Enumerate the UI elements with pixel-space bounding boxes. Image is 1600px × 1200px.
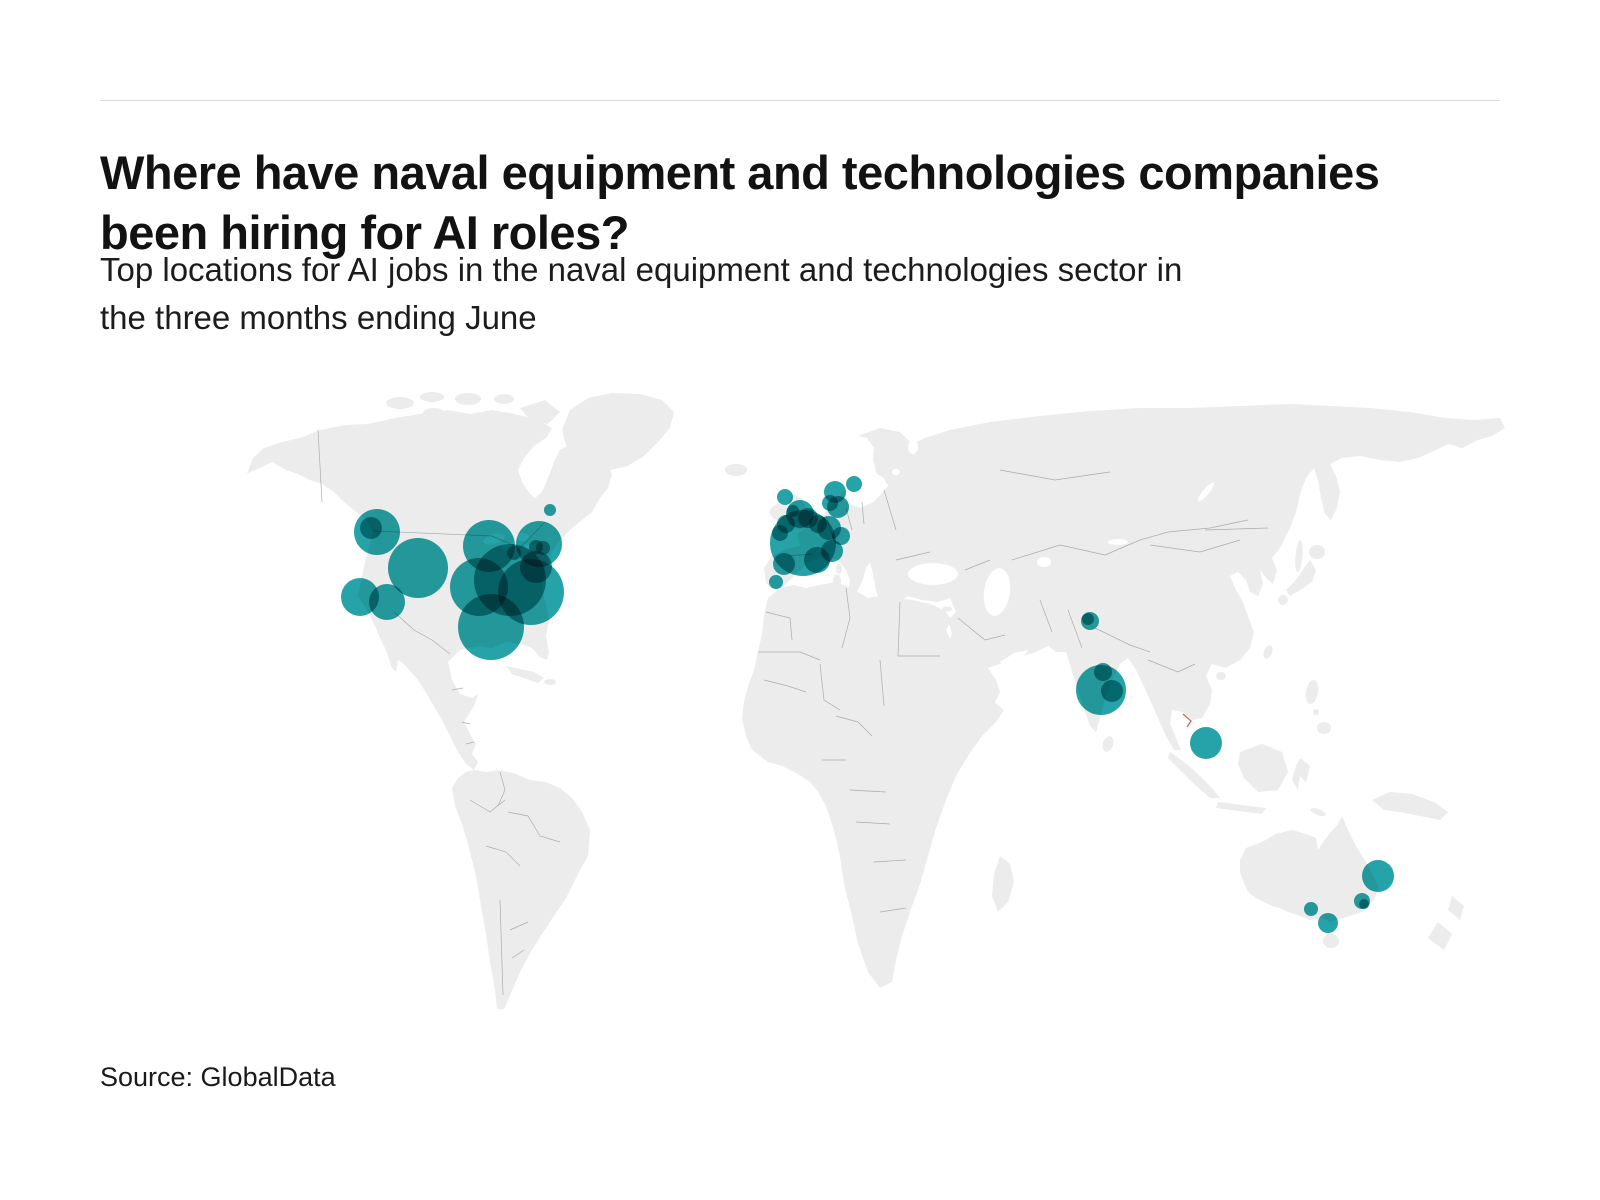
landmass-java [1216,802,1266,814]
landmass-tasmania [1323,934,1339,948]
landmass-hokkaido [1309,545,1325,559]
landmass-timor [1310,808,1326,816]
landmass-sardinia [833,574,841,588]
landmass-nz-south [1428,922,1452,950]
landmass-africa [742,582,1004,988]
top-divider [100,100,1500,101]
landmass-madagascar [992,856,1014,912]
landmass-crete [903,614,917,620]
map-bubble-oceania[interactable] [1304,902,1318,916]
sea-black [908,563,958,585]
map-bubble-asia[interactable] [1094,663,1112,681]
landmass-greenland [562,393,674,470]
map-bubble-europe[interactable] [773,553,795,575]
landmass-arctic-island [494,394,514,404]
landmass-corsica [836,564,842,574]
map-bubble-asia[interactable] [1190,727,1222,759]
landmass-sulawesi [1292,758,1310,790]
map-bubble-oceania[interactable] [1318,913,1338,933]
landmass-borneo [1238,744,1288,792]
landmass-cyprus [942,606,952,612]
landmass-arctic-island [455,393,481,405]
landmass-honshu [1286,560,1316,596]
map-bubble-north-america[interactable] [458,594,524,660]
lake-balkhash [1108,539,1128,545]
landmass-nz-north [1448,896,1464,920]
landmass-sri-lanka [1102,736,1114,752]
sea-baltic [848,454,875,507]
source-credit: Source: GlobalData [100,1062,336,1092]
landmass-new-guinea [1372,792,1448,820]
landmass-sumatra [1168,752,1220,798]
map-bubble-north-america[interactable] [360,517,382,539]
sea-persian-gulf [1000,650,1028,668]
map-bubble-europe[interactable] [777,489,793,505]
map-bubble-europe[interactable] [832,527,850,545]
map-bubble-europe[interactable] [846,476,862,492]
landmass-sakhalin [1295,540,1303,572]
landmass-arctic-island [423,408,445,418]
landmass-hispaniola [544,679,556,685]
landmass-eurasia [764,404,1505,750]
map-bubble-oceania[interactable] [1362,860,1394,892]
landmass-taiwan [1263,645,1273,659]
map-bubble-asia[interactable] [1082,613,1094,625]
page-subtitle: Top locations for AI jobs in the naval e… [100,251,1183,336]
highlighted-border-singapore [1182,713,1192,728]
landmass-south-america [452,770,590,1009]
page-title: Where have naval equipment and technolog… [100,146,1380,259]
landmass-visayas [1313,709,1319,715]
sea-caspian [983,568,1011,616]
map-bubble-north-america[interactable] [544,504,556,516]
lake-baikal [1197,482,1215,502]
map-bubble-europe[interactable] [804,547,830,573]
map-bubble-asia[interactable] [1101,680,1123,702]
map-bubble-north-america[interactable] [341,578,379,616]
map-bubble-north-america[interactable] [388,538,448,598]
landmass-iceland [725,464,747,476]
map-bubble-europe[interactable] [822,495,838,511]
landmass-australia [1240,816,1378,922]
landmass-kyushu [1278,595,1288,605]
landmass-mindanao [1317,722,1331,734]
bubble-layer [341,476,1394,933]
landmass-baffin-island [520,400,560,424]
landmass-luzon [1305,680,1319,704]
landmass-cuba [506,666,544,683]
landmass-hainan [1216,672,1226,680]
landmass-arctic-island [420,392,444,402]
map-bubble-asia[interactable] [1076,665,1126,715]
sea-white-sea [908,440,918,454]
map-bubble-europe[interactable] [769,575,783,589]
landmass-sicily [847,601,859,609]
landmass-layer [247,392,1505,1009]
landmass-arctic-island [386,397,414,409]
lake-ladoga [892,469,900,475]
sea-aral [1037,557,1051,567]
map-bubble-oceania[interactable] [1359,899,1369,909]
map-bubble-north-america[interactable] [369,584,405,620]
